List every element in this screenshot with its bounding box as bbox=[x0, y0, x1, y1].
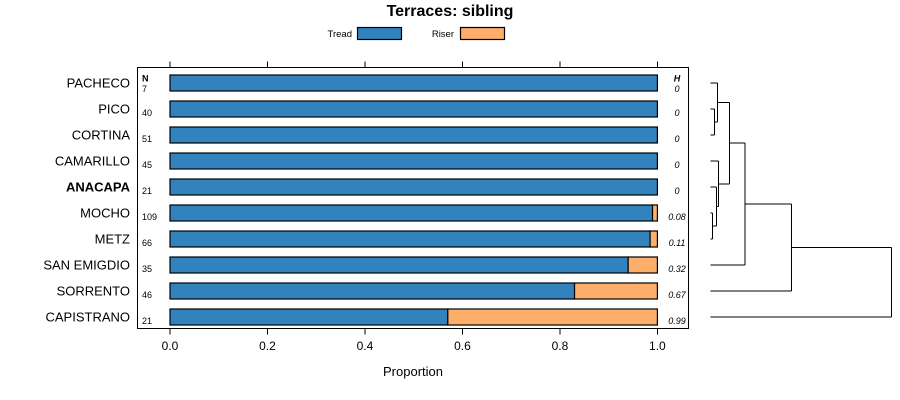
category-label: SORRENTO bbox=[57, 284, 130, 299]
x-axis-label: Proportion bbox=[383, 364, 443, 379]
n-value: 35 bbox=[142, 264, 152, 274]
x-axis-tick-label: 0.4 bbox=[357, 339, 374, 353]
h-value: 0.32 bbox=[668, 264, 686, 274]
bar-segment-tread bbox=[169, 282, 576, 300]
bar-segment-tread bbox=[169, 74, 658, 92]
bar-segment-tread bbox=[169, 230, 651, 248]
x-axis-tick-label: 0.8 bbox=[552, 339, 569, 353]
n-value: 109 bbox=[142, 212, 157, 222]
h-value: 0 bbox=[674, 186, 679, 196]
n-value: 40 bbox=[142, 108, 152, 118]
bar-segment-tread bbox=[169, 204, 654, 222]
plot-frame bbox=[137, 67, 689, 329]
bar-segment-tread bbox=[169, 152, 658, 170]
bar-segment-tread bbox=[169, 126, 658, 144]
n-value: 7 bbox=[142, 84, 147, 94]
bar-segment-riser bbox=[573, 282, 658, 300]
x-axis-tick-label: 0.2 bbox=[259, 339, 276, 353]
category-label: METZ bbox=[95, 232, 130, 247]
n-value: 21 bbox=[142, 186, 152, 196]
h-column-header: H bbox=[674, 74, 681, 84]
x-axis-tick-label: 0.6 bbox=[454, 339, 471, 353]
legend-swatch-riser bbox=[459, 26, 506, 41]
category-label: PACHECO bbox=[67, 76, 130, 91]
n-column-header: N bbox=[142, 74, 149, 84]
bar-segment-tread bbox=[169, 308, 449, 326]
h-value: 0 bbox=[674, 160, 679, 170]
h-value: 0 bbox=[674, 134, 679, 144]
bar-segment-riser bbox=[627, 256, 659, 274]
h-value: 0 bbox=[674, 84, 679, 94]
legend-label-tread: Tread bbox=[328, 29, 352, 40]
x-axis-tick-label: 0.0 bbox=[162, 339, 179, 353]
n-value: 46 bbox=[142, 290, 152, 300]
h-value: 0.67 bbox=[668, 290, 687, 300]
bar-segment-tread bbox=[169, 100, 658, 118]
legend: Tread Riser bbox=[328, 26, 506, 41]
category-label: CORTINA bbox=[72, 128, 131, 143]
bar-segment-riser bbox=[649, 230, 658, 248]
legend-swatch-tread bbox=[356, 26, 403, 41]
category-label: CAPISTRANO bbox=[45, 310, 130, 325]
bar-segment-tread bbox=[169, 256, 629, 274]
n-value: 45 bbox=[142, 160, 152, 170]
category-label: MOCHO bbox=[80, 206, 130, 221]
n-value: 21 bbox=[142, 316, 152, 326]
chart-title: Terraces: sibling bbox=[387, 3, 514, 20]
n-value: 51 bbox=[142, 134, 152, 144]
h-value: 0 bbox=[674, 108, 679, 118]
h-value: 0.11 bbox=[669, 238, 686, 248]
category-label: SAN EMIGDIO bbox=[43, 258, 130, 273]
h-value: 0.08 bbox=[668, 212, 686, 222]
category-label: CAMARILLO bbox=[55, 154, 130, 169]
x-axis-tick-label: 1.0 bbox=[649, 339, 666, 353]
bar-segment-tread bbox=[169, 178, 658, 196]
legend-label-riser: Riser bbox=[432, 29, 454, 40]
category-label: PICO bbox=[98, 102, 130, 117]
category-label: ANACAPA bbox=[66, 180, 131, 195]
bar-segment-riser bbox=[651, 204, 659, 222]
h-value: 0.99 bbox=[668, 316, 686, 326]
n-value: 66 bbox=[142, 238, 152, 248]
bar-segment-riser bbox=[447, 308, 658, 326]
